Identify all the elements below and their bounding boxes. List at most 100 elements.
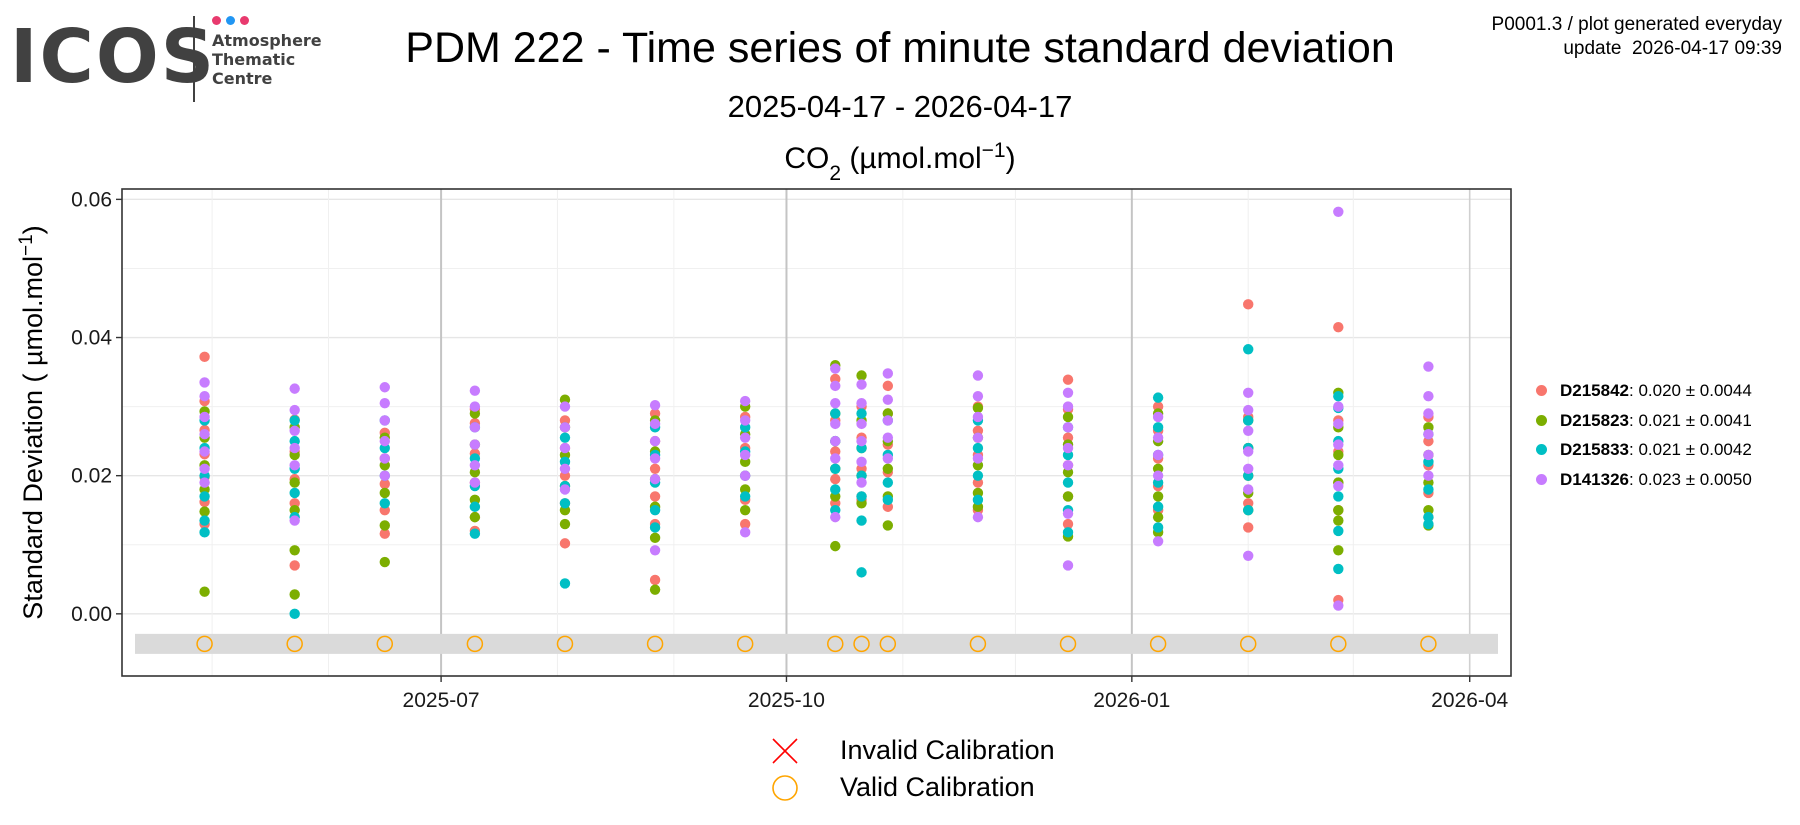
data-point [559,498,571,509]
series-legend: D215842: 0.020 ± 0.0044 D215823: 0.021 ± … [1536,376,1752,494]
data-point [559,578,571,589]
y-axis-title-part: −1 [16,234,37,256]
data-point [1243,299,1254,310]
valid-calibration-marker [1149,635,1167,653]
data-point [289,560,300,571]
data-point [199,463,210,474]
data-point [1243,522,1254,533]
data-point [739,449,751,461]
data-point [1243,425,1254,436]
data-point [289,589,300,600]
data-point [379,453,390,464]
data-point [559,432,571,443]
data-point [1152,432,1164,443]
icos-logo: ICOS Atmosphere Thematic Centre [10,14,340,109]
data-point [559,422,571,433]
data-point [1333,418,1344,430]
logo-wordmark: ICOS [10,14,217,100]
data-point [1243,446,1254,457]
data-point [1333,515,1344,526]
data-point [830,380,841,392]
legend-series-stats: : 0.023 ± 0.0050 [1629,469,1752,489]
data-point [1243,404,1254,416]
valid-calibration-marker [879,635,897,653]
data-point [559,518,571,530]
data-point [469,501,481,512]
data-point [739,518,751,530]
data-point [830,435,841,447]
data-point [469,401,481,412]
data-point [882,394,894,405]
data-point [379,470,390,481]
chart-title-part: 2 [829,162,841,185]
calibration-legend: Invalid Calibration Valid Calibration [770,732,1055,806]
data-point [882,463,894,474]
info-line: P0001.3 / plot generated everyday [1491,14,1782,35]
logo-subtitle: Atmosphere Thematic Centre [212,31,322,88]
data-point [199,377,210,388]
data-point [289,545,300,556]
data-point [1152,470,1164,481]
data-point [972,494,984,506]
data-point [199,506,210,517]
y-tick-label: 0.00 [71,603,112,626]
data-point [469,460,481,471]
data-point [379,435,390,447]
data-point [856,491,867,502]
data-point [739,505,751,516]
data-point [289,425,300,436]
data-point [379,556,390,568]
data-point [199,446,210,457]
data-point [739,415,751,426]
data-point [856,370,867,381]
data-point [1423,449,1434,461]
data-point [1333,505,1344,516]
data-point [1333,391,1344,402]
legend-series-name: D141326 [1560,469,1630,489]
data-point [1333,525,1344,537]
data-point [1333,439,1344,450]
data-point [856,418,867,430]
data-point [1062,442,1074,454]
chart-title-part: (µmol.mol [841,142,982,175]
legend-swatch [1536,444,1547,456]
data-point [882,520,894,531]
data-point [289,487,300,499]
legend-series-name: D215842 [1560,381,1630,400]
data-point [649,491,661,502]
data-point [1423,408,1434,419]
data-point [289,415,300,426]
data-point [1243,344,1254,355]
data-point [649,400,661,411]
legend-item: D215842: 0.020 ± 0.0044 [1536,376,1752,406]
data-point [1062,508,1074,519]
data-point [649,545,661,556]
data-point [199,429,210,440]
data-point [830,473,841,485]
data-point [882,432,894,443]
plot-border [121,188,1512,677]
legend-item: D141326: 0.023 ± 0.0050 [1536,465,1752,495]
data-point [972,402,984,414]
valid-calibration-marker [556,635,574,653]
legend-series-name: D215833 [1560,440,1630,459]
data-point [1333,600,1344,611]
data-point [469,511,481,523]
data-point [1062,422,1074,433]
data-point [559,538,571,549]
data-point [1243,463,1254,474]
data-point [289,460,300,471]
data-point [199,586,210,597]
legend-invalid-label: Invalid Calibration [840,735,1055,765]
data-point [1062,387,1074,398]
y-tick-label: 0.04 [71,327,112,350]
data-point [830,484,841,495]
data-point [739,491,751,502]
data-point [1152,491,1164,502]
data-point [379,415,390,426]
data-point [1333,401,1344,412]
data-point [1062,460,1074,471]
data-point [882,368,894,379]
data-point [739,470,751,481]
